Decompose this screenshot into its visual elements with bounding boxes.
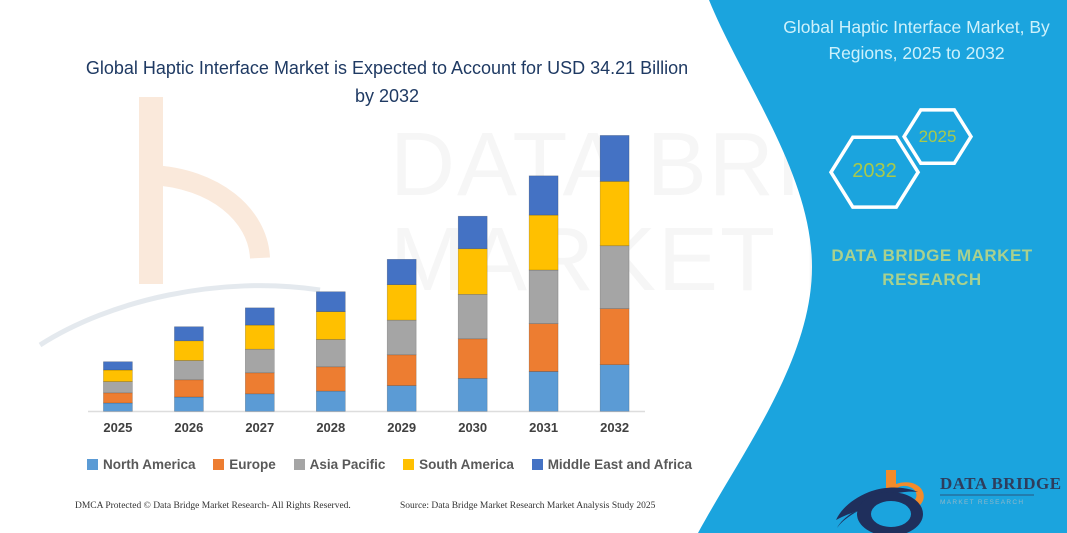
svg-text:DATA BRIDGE: DATA BRIDGE [940, 474, 1062, 493]
svg-text:MARKET RESEARCH: MARKET RESEARCH [940, 499, 1024, 506]
